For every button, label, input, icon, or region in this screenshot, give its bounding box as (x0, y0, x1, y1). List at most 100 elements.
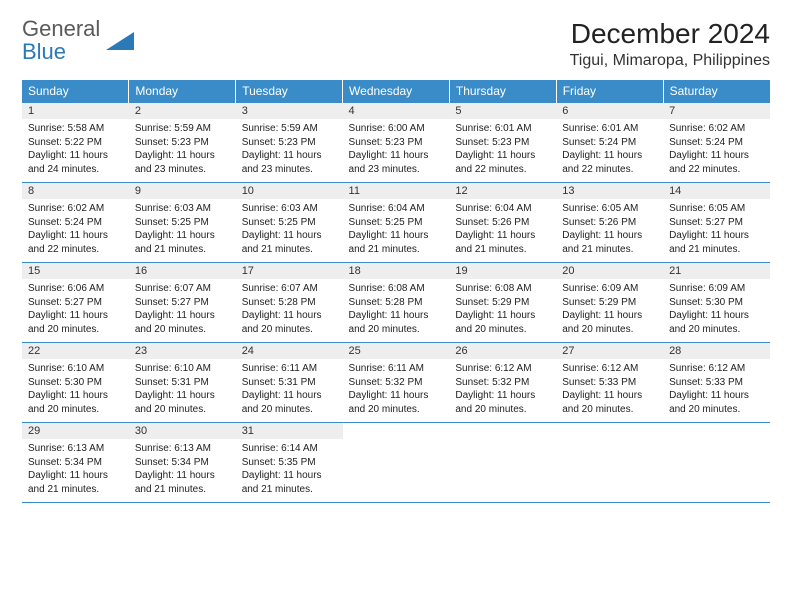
day-content: Sunrise: 6:04 AMSunset: 5:26 PMDaylight:… (449, 199, 556, 262)
calendar-cell: 10Sunrise: 6:03 AMSunset: 5:25 PMDayligh… (236, 183, 343, 263)
calendar-cell: 2Sunrise: 5:59 AMSunset: 5:23 PMDaylight… (129, 103, 236, 183)
day-content: Sunrise: 6:05 AMSunset: 5:26 PMDaylight:… (556, 199, 663, 262)
calendar-row: 22Sunrise: 6:10 AMSunset: 5:30 PMDayligh… (22, 343, 770, 423)
calendar-table: SundayMondayTuesdayWednesdayThursdayFrid… (22, 80, 770, 503)
day-number: 22 (22, 343, 129, 359)
logo-triangle-icon (106, 28, 134, 55)
calendar-cell: 20Sunrise: 6:09 AMSunset: 5:29 PMDayligh… (556, 263, 663, 343)
day-content: Sunrise: 6:04 AMSunset: 5:25 PMDaylight:… (343, 199, 450, 262)
day-content: Sunrise: 6:03 AMSunset: 5:25 PMDaylight:… (236, 199, 343, 262)
day-number: 7 (663, 103, 770, 119)
day-number: 13 (556, 183, 663, 199)
calendar-cell: 4Sunrise: 6:00 AMSunset: 5:23 PMDaylight… (343, 103, 450, 183)
day-content: Sunrise: 5:59 AMSunset: 5:23 PMDaylight:… (129, 119, 236, 182)
day-number: 31 (236, 423, 343, 439)
day-content: Sunrise: 6:08 AMSunset: 5:29 PMDaylight:… (449, 279, 556, 342)
weekday-header: Friday (556, 80, 663, 103)
day-content: Sunrise: 6:09 AMSunset: 5:29 PMDaylight:… (556, 279, 663, 342)
day-number: 29 (22, 423, 129, 439)
day-content: Sunrise: 6:07 AMSunset: 5:28 PMDaylight:… (236, 279, 343, 342)
day-number: 20 (556, 263, 663, 279)
calendar-row: 29Sunrise: 6:13 AMSunset: 5:34 PMDayligh… (22, 423, 770, 503)
day-number: 4 (343, 103, 450, 119)
day-number: 18 (343, 263, 450, 279)
day-number: 30 (129, 423, 236, 439)
day-content: Sunrise: 6:12 AMSunset: 5:32 PMDaylight:… (449, 359, 556, 422)
day-number: 12 (449, 183, 556, 199)
calendar-cell: 23Sunrise: 6:10 AMSunset: 5:31 PMDayligh… (129, 343, 236, 423)
day-content: Sunrise: 6:12 AMSunset: 5:33 PMDaylight:… (556, 359, 663, 422)
day-number: 15 (22, 263, 129, 279)
month-title: December 2024 (570, 18, 770, 50)
day-content: Sunrise: 6:01 AMSunset: 5:23 PMDaylight:… (449, 119, 556, 182)
calendar-cell: 11Sunrise: 6:04 AMSunset: 5:25 PMDayligh… (343, 183, 450, 263)
day-number: 3 (236, 103, 343, 119)
calendar-cell: 0. (663, 423, 770, 503)
calendar-cell: 9Sunrise: 6:03 AMSunset: 5:25 PMDaylight… (129, 183, 236, 263)
calendar-cell: 22Sunrise: 6:10 AMSunset: 5:30 PMDayligh… (22, 343, 129, 423)
calendar-cell: 19Sunrise: 6:08 AMSunset: 5:29 PMDayligh… (449, 263, 556, 343)
day-number: 23 (129, 343, 236, 359)
calendar-cell: 14Sunrise: 6:05 AMSunset: 5:27 PMDayligh… (663, 183, 770, 263)
calendar-cell: 17Sunrise: 6:07 AMSunset: 5:28 PMDayligh… (236, 263, 343, 343)
weekday-header: Thursday (449, 80, 556, 103)
day-number: 16 (129, 263, 236, 279)
day-content: Sunrise: 6:10 AMSunset: 5:31 PMDaylight:… (129, 359, 236, 422)
day-content: Sunrise: 5:59 AMSunset: 5:23 PMDaylight:… (236, 119, 343, 182)
day-content: Sunrise: 6:02 AMSunset: 5:24 PMDaylight:… (663, 119, 770, 182)
day-number: 9 (129, 183, 236, 199)
calendar-cell: 18Sunrise: 6:08 AMSunset: 5:28 PMDayligh… (343, 263, 450, 343)
day-number: 1 (22, 103, 129, 119)
day-number: 2 (129, 103, 236, 119)
weekday-header: Wednesday (343, 80, 450, 103)
day-content: Sunrise: 6:10 AMSunset: 5:30 PMDaylight:… (22, 359, 129, 422)
day-number: 24 (236, 343, 343, 359)
calendar-cell: 27Sunrise: 6:12 AMSunset: 5:33 PMDayligh… (556, 343, 663, 423)
calendar-cell: 8Sunrise: 6:02 AMSunset: 5:24 PMDaylight… (22, 183, 129, 263)
logo-word-blue: Blue (22, 39, 66, 64)
location-subtitle: Tigui, Mimaropa, Philippines (570, 52, 770, 70)
day-number: 5 (449, 103, 556, 119)
day-content: Sunrise: 6:08 AMSunset: 5:28 PMDaylight:… (343, 279, 450, 342)
day-content: Sunrise: 6:02 AMSunset: 5:24 PMDaylight:… (22, 199, 129, 262)
calendar-cell: 5Sunrise: 6:01 AMSunset: 5:23 PMDaylight… (449, 103, 556, 183)
calendar-cell: 0. (556, 423, 663, 503)
day-number: 25 (343, 343, 450, 359)
calendar-cell: 29Sunrise: 6:13 AMSunset: 5:34 PMDayligh… (22, 423, 129, 503)
day-number: 17 (236, 263, 343, 279)
day-content: Sunrise: 6:13 AMSunset: 5:34 PMDaylight:… (129, 439, 236, 502)
calendar-cell: 16Sunrise: 6:07 AMSunset: 5:27 PMDayligh… (129, 263, 236, 343)
day-content: Sunrise: 5:58 AMSunset: 5:22 PMDaylight:… (22, 119, 129, 182)
calendar-cell: 26Sunrise: 6:12 AMSunset: 5:32 PMDayligh… (449, 343, 556, 423)
logo: General Blue (22, 18, 134, 64)
day-number: 8 (22, 183, 129, 199)
day-content: Sunrise: 6:11 AMSunset: 5:32 PMDaylight:… (343, 359, 450, 422)
day-number: 21 (663, 263, 770, 279)
day-content: Sunrise: 6:11 AMSunset: 5:31 PMDaylight:… (236, 359, 343, 422)
day-number: 19 (449, 263, 556, 279)
day-content: Sunrise: 6:14 AMSunset: 5:35 PMDaylight:… (236, 439, 343, 502)
title-block: December 2024 Tigui, Mimaropa, Philippin… (570, 18, 770, 70)
calendar-cell: 7Sunrise: 6:02 AMSunset: 5:24 PMDaylight… (663, 103, 770, 183)
calendar-cell: 1Sunrise: 5:58 AMSunset: 5:22 PMDaylight… (22, 103, 129, 183)
day-content: Sunrise: 6:07 AMSunset: 5:27 PMDaylight:… (129, 279, 236, 342)
day-number: 10 (236, 183, 343, 199)
day-number: 27 (556, 343, 663, 359)
day-content: Sunrise: 6:00 AMSunset: 5:23 PMDaylight:… (343, 119, 450, 182)
weekday-header: Saturday (663, 80, 770, 103)
calendar-cell: 0. (449, 423, 556, 503)
day-number: 11 (343, 183, 450, 199)
calendar-row: 15Sunrise: 6:06 AMSunset: 5:27 PMDayligh… (22, 263, 770, 343)
calendar-cell: 31Sunrise: 6:14 AMSunset: 5:35 PMDayligh… (236, 423, 343, 503)
day-number: 28 (663, 343, 770, 359)
page-header: General Blue December 2024 Tigui, Mimaro… (22, 18, 770, 70)
calendar-row: 1Sunrise: 5:58 AMSunset: 5:22 PMDaylight… (22, 103, 770, 183)
calendar-cell: 28Sunrise: 6:12 AMSunset: 5:33 PMDayligh… (663, 343, 770, 423)
day-content: Sunrise: 6:09 AMSunset: 5:30 PMDaylight:… (663, 279, 770, 342)
logo-word-general: General (22, 16, 100, 41)
day-content: Sunrise: 6:01 AMSunset: 5:24 PMDaylight:… (556, 119, 663, 182)
day-content: Sunrise: 6:05 AMSunset: 5:27 PMDaylight:… (663, 199, 770, 262)
day-content: Sunrise: 6:12 AMSunset: 5:33 PMDaylight:… (663, 359, 770, 422)
day-content: Sunrise: 6:03 AMSunset: 5:25 PMDaylight:… (129, 199, 236, 262)
weekday-header: Sunday (22, 80, 129, 103)
